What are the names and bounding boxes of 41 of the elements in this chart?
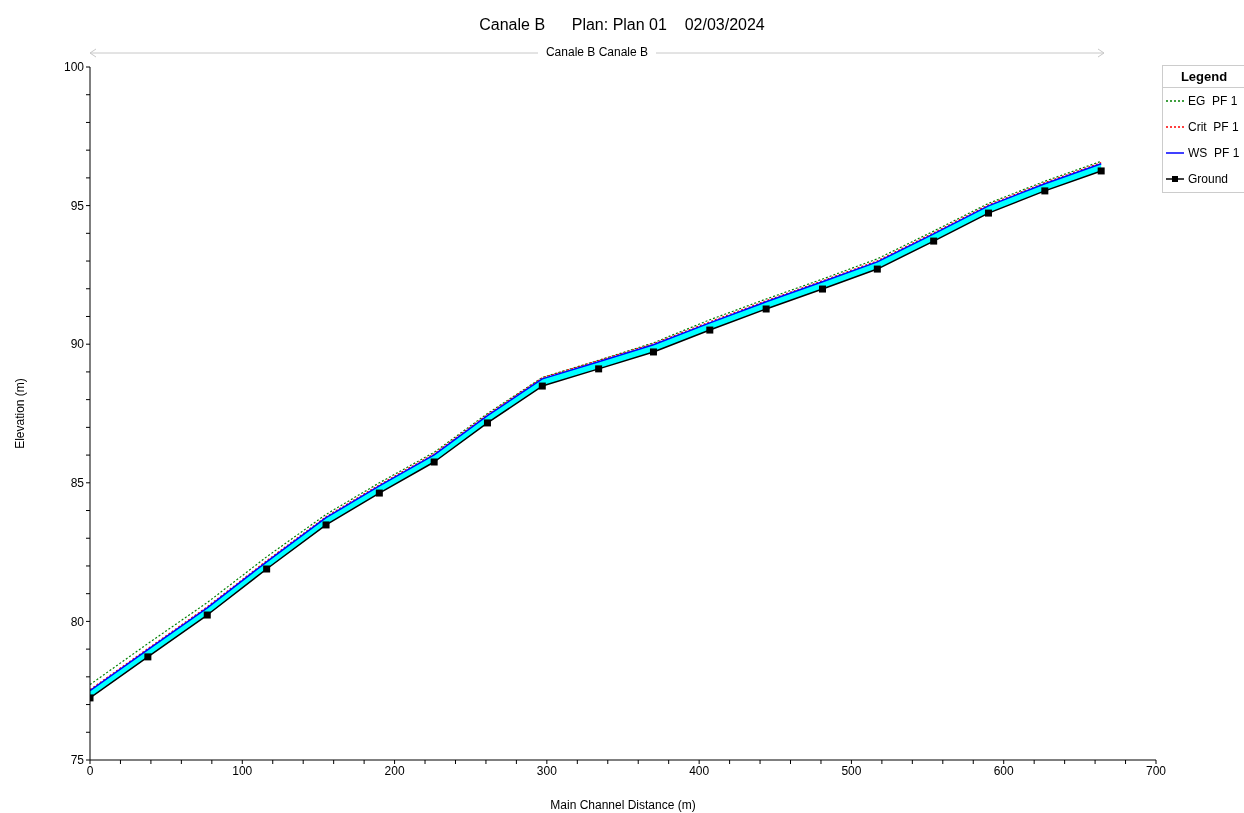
point — [483, 419, 491, 427]
chart-title: Canale B Plan: Plan 01 02/03/2024 — [478, 16, 766, 34]
x-tick-label: 500 — [841, 763, 862, 778]
x-axis-title: Main Channel Distance (m) — [550, 798, 696, 812]
x-tick-label: 0 — [86, 763, 94, 778]
legend-label: Ground — [1188, 172, 1229, 186]
y-tick-label: 85 — [70, 476, 85, 491]
point — [1041, 187, 1049, 195]
y-tick-label: 95 — [70, 198, 85, 213]
point — [263, 565, 271, 573]
point — [322, 521, 330, 529]
x-tick-label: 300 — [536, 763, 558, 778]
y-tick-label: 80 — [70, 614, 85, 629]
x-tick-label: 100 — [232, 763, 253, 778]
legend-label: Crit PF 1 — [1188, 120, 1239, 134]
point — [538, 382, 546, 390]
point — [1097, 167, 1105, 175]
point — [873, 265, 881, 273]
x-tick-label: 400 — [689, 763, 710, 778]
y-tick-label: 90 — [70, 337, 85, 352]
y-tick-label: 75 — [70, 753, 85, 768]
point — [430, 458, 438, 466]
y-tick-label: 100 — [63, 60, 85, 75]
point — [144, 653, 152, 661]
point — [706, 326, 714, 334]
point — [930, 237, 938, 245]
point — [762, 305, 770, 313]
point — [375, 489, 383, 497]
x-tick-label: 200 — [384, 763, 405, 778]
point — [649, 348, 657, 356]
point — [595, 365, 603, 373]
point — [818, 285, 826, 293]
text: Canale B Canale B — [537, 45, 657, 59]
legend-label: EG PF 1 — [1188, 94, 1238, 108]
point — [984, 209, 992, 217]
legend-title: Legend — [1163, 66, 1244, 88]
y-axis-title: Elevation (m) — [13, 378, 28, 449]
legend-label: WS PF 1 — [1188, 146, 1240, 160]
x-tick-label: 600 — [993, 763, 1015, 778]
point — [203, 611, 211, 619]
x-tick-label: 700 — [1145, 763, 1167, 778]
